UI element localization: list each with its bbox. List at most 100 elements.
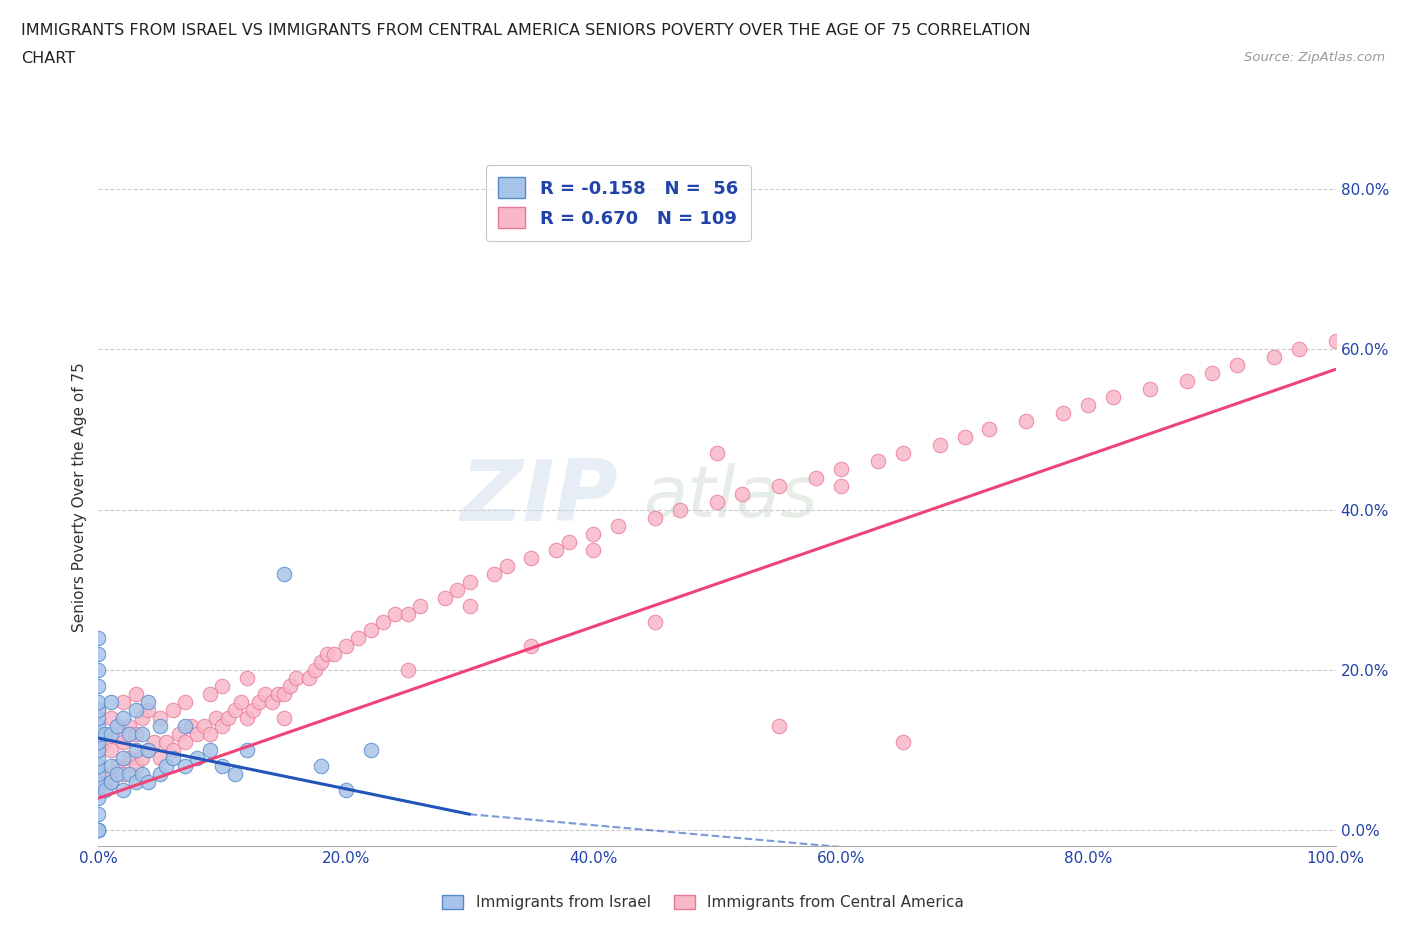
- Point: [891, 446, 914, 461]
- Point: [87, 775, 110, 790]
- Point: [267, 686, 290, 701]
- Point: [236, 743, 259, 758]
- Point: [87, 823, 110, 838]
- Point: [316, 646, 339, 661]
- Legend: R = -0.158   N =  56, R = 0.670   N = 109: R = -0.158 N = 56, R = 0.670 N = 109: [485, 165, 751, 241]
- Point: [124, 702, 146, 717]
- Point: [298, 671, 321, 685]
- Point: [118, 751, 141, 765]
- Point: [495, 558, 517, 573]
- Point: [136, 743, 159, 758]
- Point: [198, 726, 221, 741]
- Point: [644, 511, 666, 525]
- Point: [149, 711, 172, 725]
- Point: [211, 679, 233, 694]
- Point: [706, 494, 728, 509]
- Point: [1015, 414, 1038, 429]
- Point: [706, 446, 728, 461]
- Point: [304, 662, 326, 677]
- Point: [1139, 382, 1161, 397]
- Point: [155, 735, 177, 750]
- Point: [979, 422, 1001, 437]
- Point: [273, 711, 295, 725]
- Point: [93, 783, 115, 798]
- Point: [112, 695, 135, 710]
- Point: [384, 606, 406, 621]
- Point: [273, 686, 295, 701]
- Point: [87, 823, 110, 838]
- Point: [205, 711, 228, 725]
- Point: [174, 695, 197, 710]
- Point: [131, 766, 153, 781]
- Point: [167, 726, 190, 741]
- Point: [1175, 374, 1198, 389]
- Point: [100, 775, 122, 790]
- Point: [100, 743, 122, 758]
- Point: [285, 671, 308, 685]
- Point: [396, 662, 419, 677]
- Point: [87, 662, 110, 677]
- Point: [87, 766, 110, 781]
- Point: [198, 686, 221, 701]
- Point: [112, 783, 135, 798]
- Point: [124, 743, 146, 758]
- Point: [87, 726, 110, 741]
- Point: [644, 615, 666, 630]
- Text: ZIP: ZIP: [460, 456, 619, 539]
- Point: [309, 655, 332, 670]
- Legend: Immigrants from Israel, Immigrants from Central America: Immigrants from Israel, Immigrants from …: [434, 887, 972, 918]
- Point: [458, 575, 481, 590]
- Point: [100, 726, 122, 741]
- Point: [1052, 405, 1074, 420]
- Text: IMMIGRANTS FROM ISRAEL VS IMMIGRANTS FROM CENTRAL AMERICA SENIORS POVERTY OVER T: IMMIGRANTS FROM ISRAEL VS IMMIGRANTS FRO…: [21, 23, 1031, 38]
- Point: [100, 775, 122, 790]
- Point: [149, 751, 172, 765]
- Point: [136, 702, 159, 717]
- Point: [224, 766, 246, 781]
- Point: [131, 711, 153, 725]
- Point: [155, 759, 177, 774]
- Point: [458, 598, 481, 613]
- Point: [87, 719, 110, 734]
- Point: [118, 726, 141, 741]
- Point: [162, 743, 184, 758]
- Point: [193, 719, 215, 734]
- Point: [87, 759, 110, 774]
- Point: [607, 518, 630, 533]
- Point: [87, 759, 110, 774]
- Point: [347, 631, 370, 645]
- Point: [124, 775, 146, 790]
- Point: [247, 695, 270, 710]
- Point: [484, 566, 506, 581]
- Point: [162, 751, 184, 765]
- Point: [105, 766, 128, 781]
- Point: [866, 454, 889, 469]
- Point: [136, 743, 159, 758]
- Point: [87, 695, 110, 710]
- Point: [224, 702, 246, 717]
- Point: [93, 735, 115, 750]
- Point: [1201, 365, 1223, 380]
- Point: [217, 711, 239, 725]
- Text: Source: ZipAtlas.com: Source: ZipAtlas.com: [1244, 51, 1385, 64]
- Point: [891, 735, 914, 750]
- Point: [87, 631, 110, 645]
- Point: [93, 766, 115, 781]
- Point: [149, 766, 172, 781]
- Point: [1324, 334, 1347, 349]
- Point: [87, 743, 110, 758]
- Point: [229, 695, 252, 710]
- Point: [112, 751, 135, 765]
- Point: [768, 719, 790, 734]
- Point: [953, 430, 976, 445]
- Point: [830, 462, 852, 477]
- Point: [118, 766, 141, 781]
- Point: [174, 759, 197, 774]
- Point: [118, 719, 141, 734]
- Point: [124, 759, 146, 774]
- Point: [273, 566, 295, 581]
- Point: [236, 711, 259, 725]
- Point: [149, 719, 172, 734]
- Point: [433, 591, 456, 605]
- Point: [87, 646, 110, 661]
